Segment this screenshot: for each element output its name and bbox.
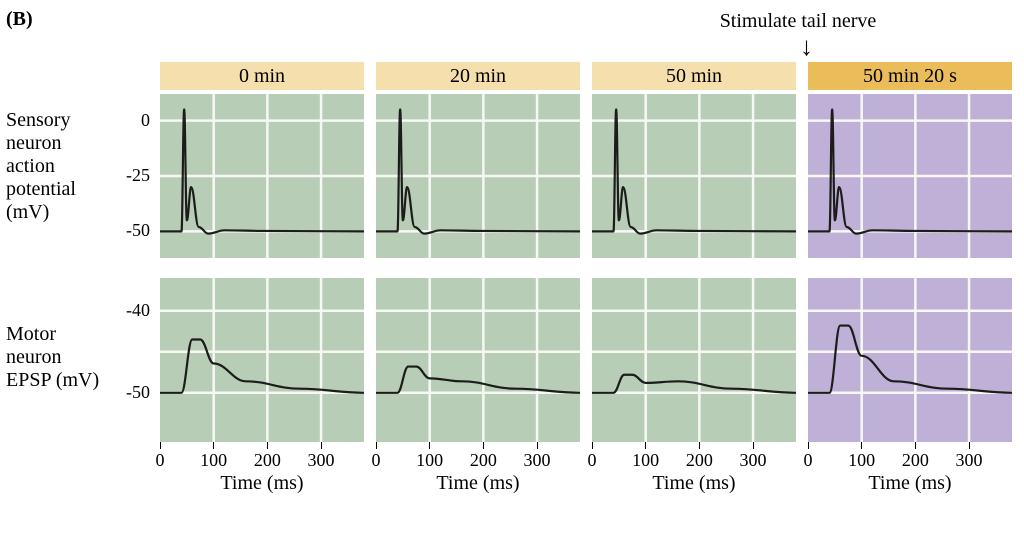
y-axis-label-bottom: Motor neuron EPSP (mV) — [6, 323, 126, 392]
chart-panel — [808, 94, 1012, 258]
x-tick-label: 0 — [140, 450, 180, 471]
column-header: 20 min — [376, 62, 580, 90]
stimulus-arrow-icon: ↓ — [800, 34, 813, 60]
x-tick — [808, 442, 809, 449]
chart-panel — [376, 278, 580, 442]
x-tick-label: 0 — [788, 450, 828, 471]
x-axis-label: Time (ms) — [808, 472, 1012, 495]
x-tick-label: 300 — [733, 450, 773, 471]
x-tick-label: 100 — [842, 450, 882, 471]
x-tick — [376, 442, 377, 449]
x-tick — [321, 442, 322, 449]
chart-panel — [376, 94, 580, 258]
chart-panel — [160, 278, 364, 442]
x-tick — [267, 442, 268, 449]
x-tick-label: 100 — [194, 450, 234, 471]
y-tick-label: 0 — [108, 110, 150, 131]
x-tick-label: 100 — [410, 450, 450, 471]
x-tick-label: 0 — [356, 450, 396, 471]
x-tick — [483, 442, 484, 449]
x-tick — [915, 442, 916, 449]
y-axis-label-top: Sensory neuron action potential (mV) — [6, 109, 106, 224]
x-tick-label: 300 — [301, 450, 341, 471]
x-axis-label: Time (ms) — [160, 472, 364, 495]
x-axis-label: Time (ms) — [592, 472, 796, 495]
x-tick-label: 300 — [949, 450, 989, 471]
x-tick — [861, 442, 862, 449]
column-header: 50 min 20 s — [808, 62, 1012, 90]
x-tick-label: 0 — [572, 450, 612, 471]
x-tick — [160, 442, 161, 449]
x-tick-label: 200 — [679, 450, 719, 471]
chart-panel — [592, 94, 796, 258]
y-tick-label: -40 — [108, 300, 150, 321]
column-header: 0 min — [160, 62, 364, 90]
x-tick — [969, 442, 970, 449]
x-tick-label: 100 — [626, 450, 666, 471]
x-tick-label: 200 — [463, 450, 503, 471]
x-tick — [592, 442, 593, 449]
chart-panel — [160, 94, 364, 258]
x-tick — [429, 442, 430, 449]
x-tick — [645, 442, 646, 449]
y-tick-label: -25 — [108, 165, 150, 186]
x-tick-label: 200 — [895, 450, 935, 471]
chart-panel — [808, 278, 1012, 442]
x-tick — [753, 442, 754, 449]
x-tick — [537, 442, 538, 449]
chart-panel — [592, 278, 796, 442]
y-tick-label: -50 — [108, 220, 150, 241]
x-axis-label: Time (ms) — [376, 472, 580, 495]
x-tick — [213, 442, 214, 449]
x-tick-label: 300 — [517, 450, 557, 471]
figure-label: (B) — [6, 8, 33, 31]
x-tick-label: 200 — [247, 450, 287, 471]
stimulus-label: Stimulate tail nerve — [688, 10, 908, 33]
x-tick — [699, 442, 700, 449]
column-header: 50 min — [592, 62, 796, 90]
